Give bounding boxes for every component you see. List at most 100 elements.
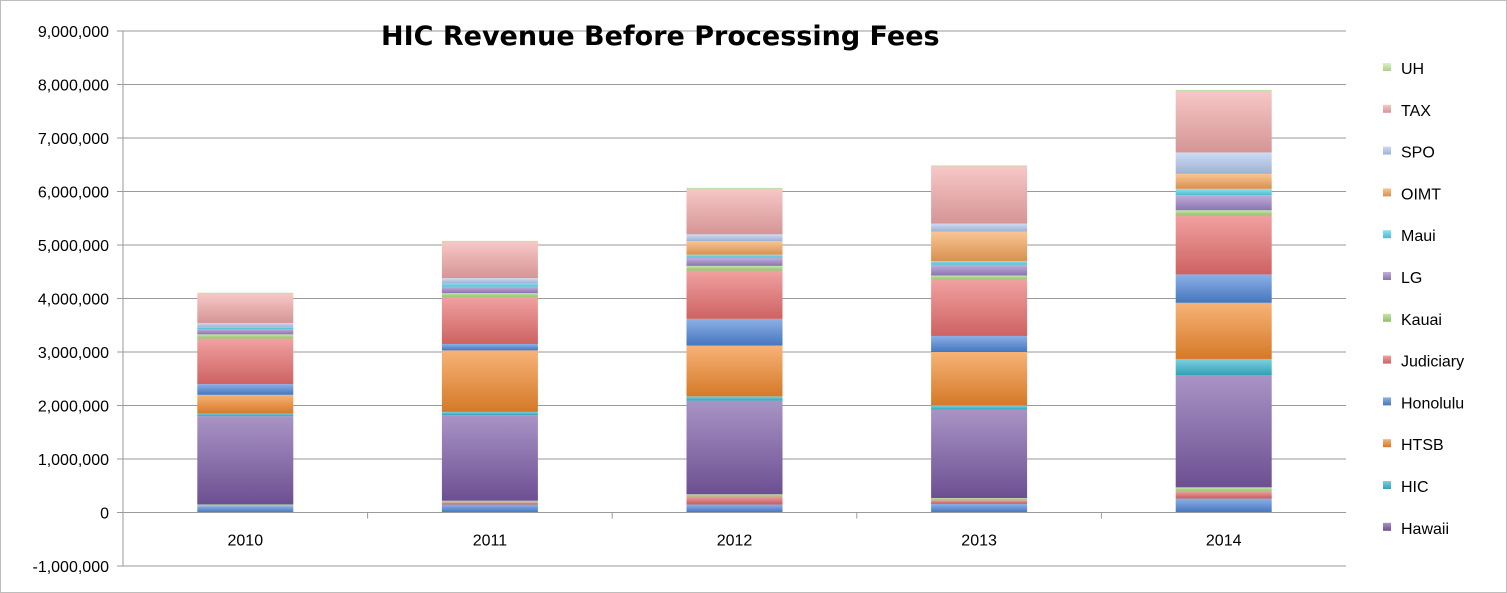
y-tick-label: 2,000,000	[38, 399, 109, 416]
bar-segment	[1175, 487, 1272, 492]
x-tick-label: 2010	[228, 533, 264, 550]
legend-label: Hawaii	[1401, 521, 1449, 538]
bar-segment	[1175, 215, 1272, 275]
bar-segment	[197, 504, 294, 507]
legend-swatch	[1383, 146, 1391, 155]
bar-segment	[931, 405, 1028, 410]
y-tick-label: 7,000,000	[38, 131, 109, 148]
bar-segment	[1175, 173, 1272, 189]
bar-segment	[686, 234, 783, 242]
y-tick-label: 6,000,000	[38, 185, 109, 202]
bar-segment	[931, 500, 1028, 504]
bar-segment	[1175, 188, 1272, 196]
bar-segment	[686, 265, 783, 271]
bar-segment	[931, 165, 1028, 167]
legend-label: Kauai	[1401, 312, 1442, 329]
bar-segment	[931, 352, 1028, 406]
legend-label: Maui	[1401, 228, 1436, 245]
bar-segment	[931, 503, 1028, 513]
legend-swatch	[1383, 481, 1391, 489]
legend-label: LG	[1401, 270, 1422, 287]
bar-segment	[686, 257, 783, 266]
legend-label: UH	[1401, 61, 1424, 78]
bar-segment	[441, 296, 538, 344]
bar-segment	[686, 254, 783, 258]
legend-swatch	[1383, 522, 1391, 531]
y-axis-ticks: -1,000,000 0 1,000,000 2,000,000 3,000,000 4,…	[32, 24, 109, 576]
y-tick-label: 1,000,000	[38, 452, 109, 469]
bar-segment	[931, 264, 1028, 276]
bar-segment	[197, 394, 294, 414]
legend-label: SPO	[1401, 145, 1435, 162]
bar-segment	[686, 187, 783, 189]
bar-segment	[686, 496, 783, 505]
bar-segment	[931, 261, 1028, 265]
legend-label: Judiciary	[1401, 354, 1464, 371]
bar-segment	[197, 292, 294, 294]
bar-segment	[1175, 152, 1272, 174]
legend-label: HTSB	[1401, 437, 1444, 454]
bar-segment	[197, 338, 294, 385]
bar-segment	[197, 334, 294, 339]
y-tick-label: 3,000,000	[38, 345, 109, 362]
legend-label: Honolulu	[1401, 395, 1464, 412]
bar-segment	[1175, 491, 1272, 499]
bar-segment	[931, 275, 1028, 280]
bar-segment	[441, 283, 538, 287]
legend-swatch	[1383, 272, 1391, 280]
y-tick-label: 9,000,000	[38, 24, 109, 41]
x-tick-label: 2012	[717, 533, 753, 550]
legend-swatch	[1383, 439, 1391, 448]
legend-swatch	[1383, 397, 1391, 406]
bar-segment	[441, 504, 538, 513]
bar-segment	[197, 326, 294, 329]
bar-segment	[686, 400, 783, 495]
bar-segment	[931, 335, 1028, 352]
bar-segment	[197, 323, 294, 327]
legend-swatch	[1383, 313, 1391, 322]
y-tick-label: 4,000,000	[38, 292, 109, 309]
bar-segment	[931, 223, 1028, 232]
y-tick-label: 8,000,000	[38, 78, 109, 95]
bar-segment	[686, 494, 783, 497]
bar-segment	[197, 328, 294, 335]
legend-swatch	[1383, 188, 1391, 197]
x-tick-label: 2014	[1206, 533, 1242, 550]
legend-swatch	[1383, 104, 1391, 113]
legend-swatch	[1383, 355, 1391, 364]
bar-segment	[441, 240, 538, 242]
bar-segment	[931, 498, 1028, 501]
bar-segment	[686, 188, 783, 235]
x-tick-label: 2013	[961, 533, 997, 550]
y-tick-label: 0	[100, 506, 109, 523]
bar-segment	[441, 350, 538, 412]
bar-segment	[197, 416, 294, 505]
legend-swatch	[1383, 230, 1391, 239]
bar-segment	[1175, 210, 1272, 216]
bar-segment	[441, 286, 538, 294]
bar-segment	[1175, 302, 1272, 359]
bar-segment	[1175, 358, 1272, 376]
bar-segment	[197, 506, 294, 513]
y-tick-label: 5,000,000	[38, 238, 109, 255]
bar-segment	[931, 279, 1028, 336]
legend: UH TAX SPO OIMT Maui LG Kauai Judiciary Honolulu…	[1383, 61, 1464, 538]
x-axis-ticks: 2010 2011 2012 2013 2014	[228, 533, 1242, 550]
legend-swatch	[1383, 63, 1391, 71]
bar-segment	[441, 415, 538, 501]
bar-segment	[1175, 89, 1272, 91]
bar-segment	[686, 270, 783, 319]
bar-segment	[1175, 375, 1272, 488]
bar-segment	[686, 241, 783, 255]
bar-segment	[686, 504, 783, 513]
bar-segment	[441, 343, 538, 351]
bar-segment	[197, 384, 294, 395]
bar-segment	[1175, 195, 1272, 211]
legend-label: HIC	[1401, 479, 1429, 496]
bar-segment	[197, 413, 294, 417]
legend-label: OIMT	[1401, 186, 1441, 203]
chart-title: HIC Revenue Before Processing Fees	[381, 21, 940, 52]
bar-segment	[441, 411, 538, 416]
bar-segment	[1175, 274, 1272, 303]
